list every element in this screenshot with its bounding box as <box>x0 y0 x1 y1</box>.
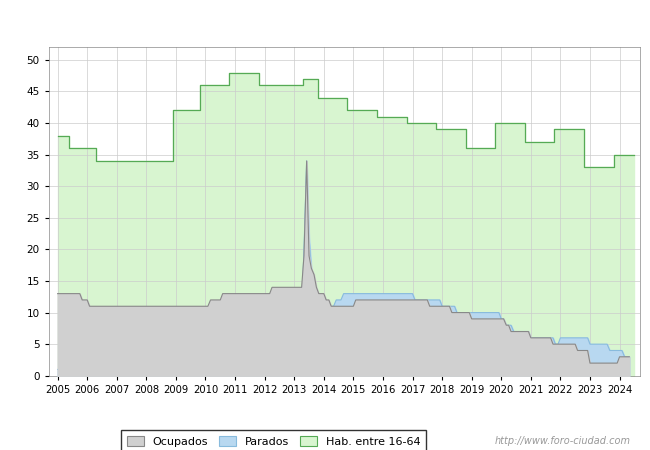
Legend: Ocupados, Parados, Hab. entre 16-64: Ocupados, Parados, Hab. entre 16-64 <box>122 431 426 450</box>
Text: Villalaco - Evolucion de la poblacion en edad de Trabajar Mayo de 2024: Villalaco - Evolucion de la poblacion en… <box>97 12 553 25</box>
Text: http://www.foro-ciudad.com: http://www.foro-ciudad.com <box>495 436 630 446</box>
